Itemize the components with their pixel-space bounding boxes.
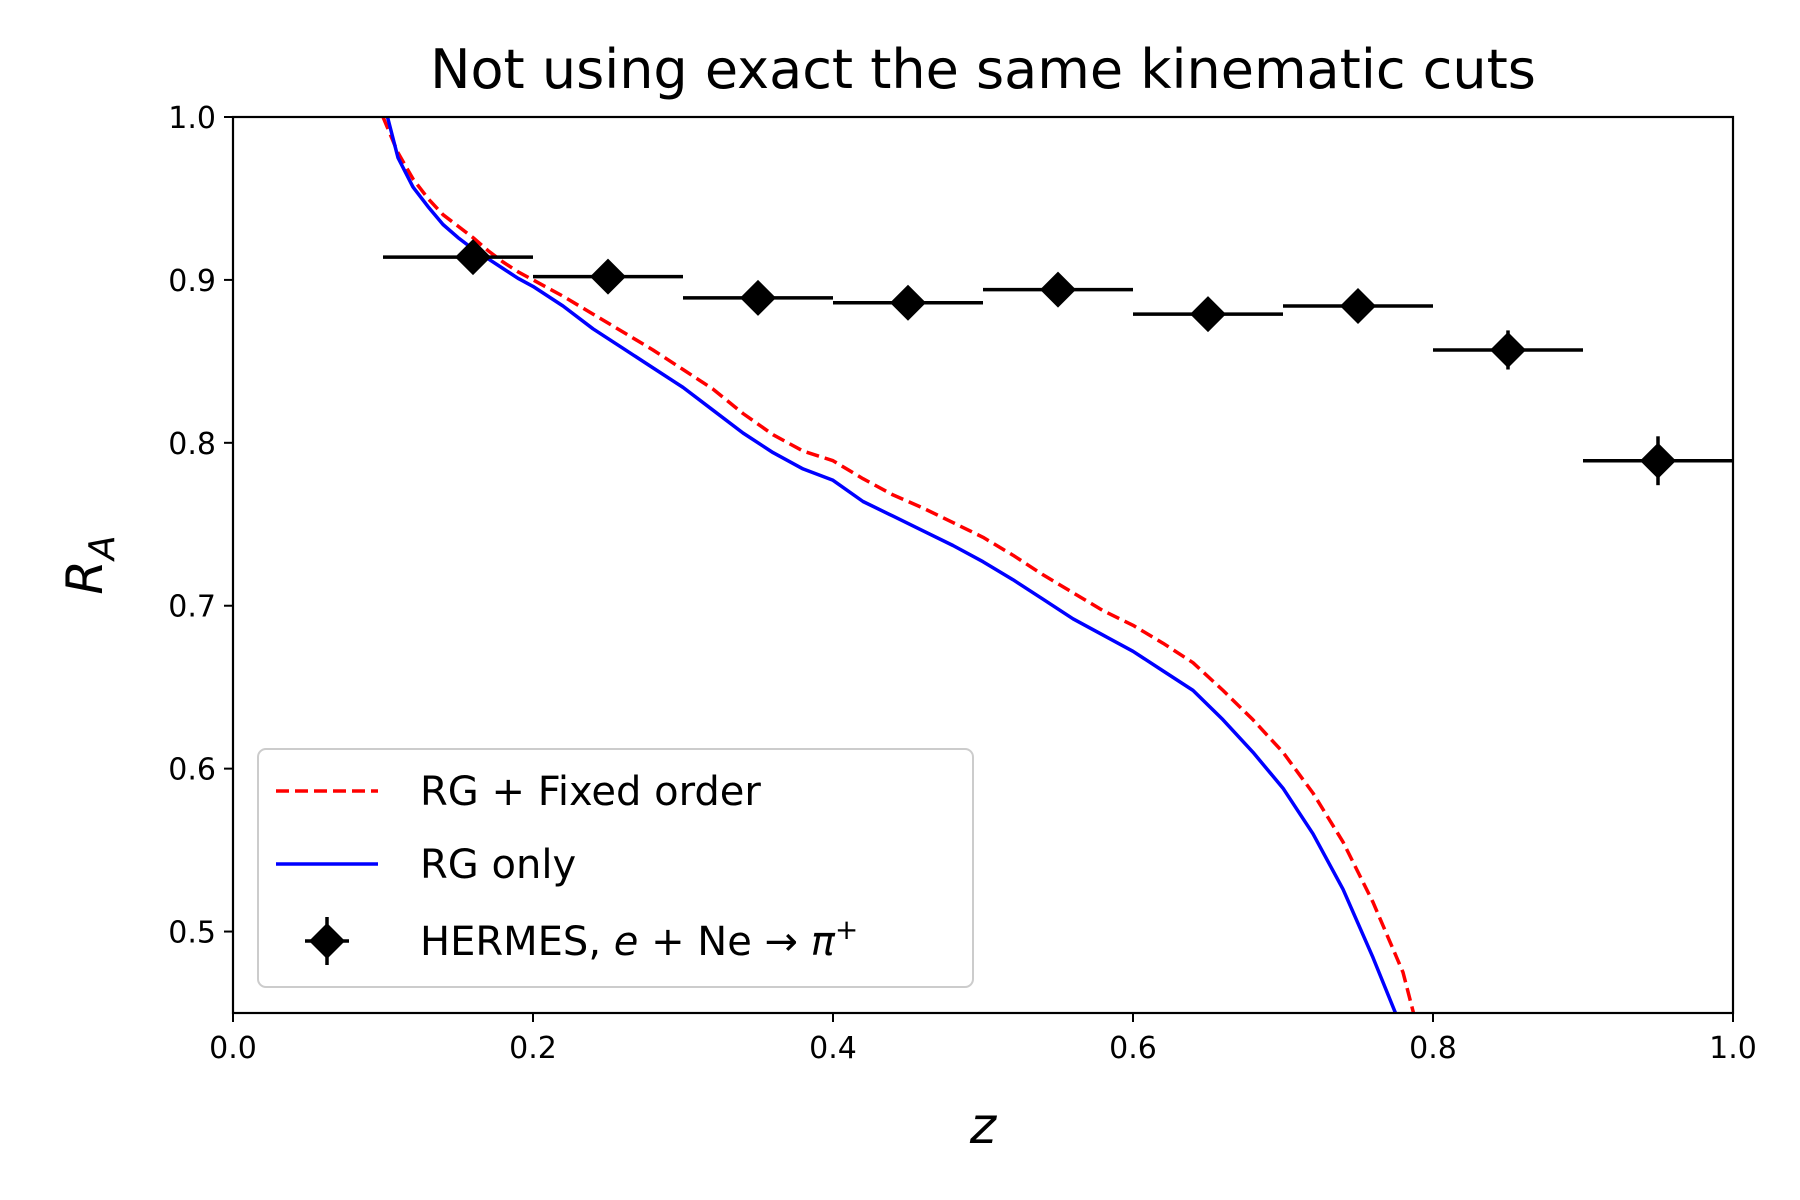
y-axis: 0.5 0.6 0.7 0.8 0.9 1.0 xyxy=(168,101,233,951)
y-tick-label: 0.6 xyxy=(168,753,216,788)
x-tick-label: 0.8 xyxy=(1409,1031,1457,1066)
svg-text:RA: RA xyxy=(56,535,123,594)
legend-hermes-mid: + Ne → xyxy=(638,919,810,965)
x-tick-label: 0.2 xyxy=(509,1031,557,1066)
hermes-data-point xyxy=(1190,296,1226,333)
legend-hermes-superscript: + xyxy=(835,913,858,946)
legend-label-rg-only: RG only xyxy=(420,842,576,888)
series-layer xyxy=(381,117,1733,1013)
y-axis-label-subscript: A xyxy=(82,535,123,562)
legend-label-rg-fixed-order: RG + Fixed order xyxy=(420,769,761,815)
x-tick-label: 1.0 xyxy=(1709,1031,1757,1066)
x-axis: 0.0 0.2 0.4 0.6 0.8 1.0 xyxy=(209,1013,1757,1066)
y-axis-label-main: R xyxy=(56,560,114,595)
legend-swatch-hermes xyxy=(305,917,349,965)
hermes-data-point xyxy=(890,284,926,321)
series-rg-fixed-order-line xyxy=(381,117,1416,1013)
plot-area xyxy=(231,115,1735,1015)
hermes-data-point xyxy=(740,279,776,316)
y-tick-label: 0.9 xyxy=(168,264,216,299)
x-tick-label: 0.6 xyxy=(1109,1031,1157,1066)
legend: RG + Fixed order RG only HERMES, e + Ne … xyxy=(257,748,974,988)
hermes-data-point xyxy=(1040,271,1076,308)
chart-title: Not using exact the same kinematic cuts xyxy=(430,38,1536,101)
hermes-data-point xyxy=(1640,442,1676,479)
series-hermes xyxy=(383,239,1733,486)
x-axis-label: z xyxy=(969,1097,998,1155)
y-tick-label: 0.8 xyxy=(168,427,216,462)
legend-label-hermes: HERMES, e + Ne → π+ xyxy=(420,913,858,965)
hermes-data-point xyxy=(1340,287,1376,324)
y-tick-label: 0.7 xyxy=(168,590,216,625)
axes-frame xyxy=(231,115,1735,1015)
y-tick-label: 1.0 xyxy=(168,101,216,136)
y-axis-label: RA xyxy=(56,535,123,594)
legend-hermes-e: e xyxy=(614,919,639,965)
hermes-data-point xyxy=(455,239,491,276)
legend-hermes-pi: π xyxy=(811,919,836,965)
legend-hermes-prefix: HERMES, xyxy=(420,919,614,965)
hermes-data-point xyxy=(1490,331,1526,368)
hermes-data-point xyxy=(590,258,626,295)
x-tick-label: 0.4 xyxy=(809,1031,857,1066)
y-tick-label: 0.5 xyxy=(168,916,216,951)
x-tick-label: 0.0 xyxy=(209,1031,257,1066)
legend-box xyxy=(257,748,974,988)
